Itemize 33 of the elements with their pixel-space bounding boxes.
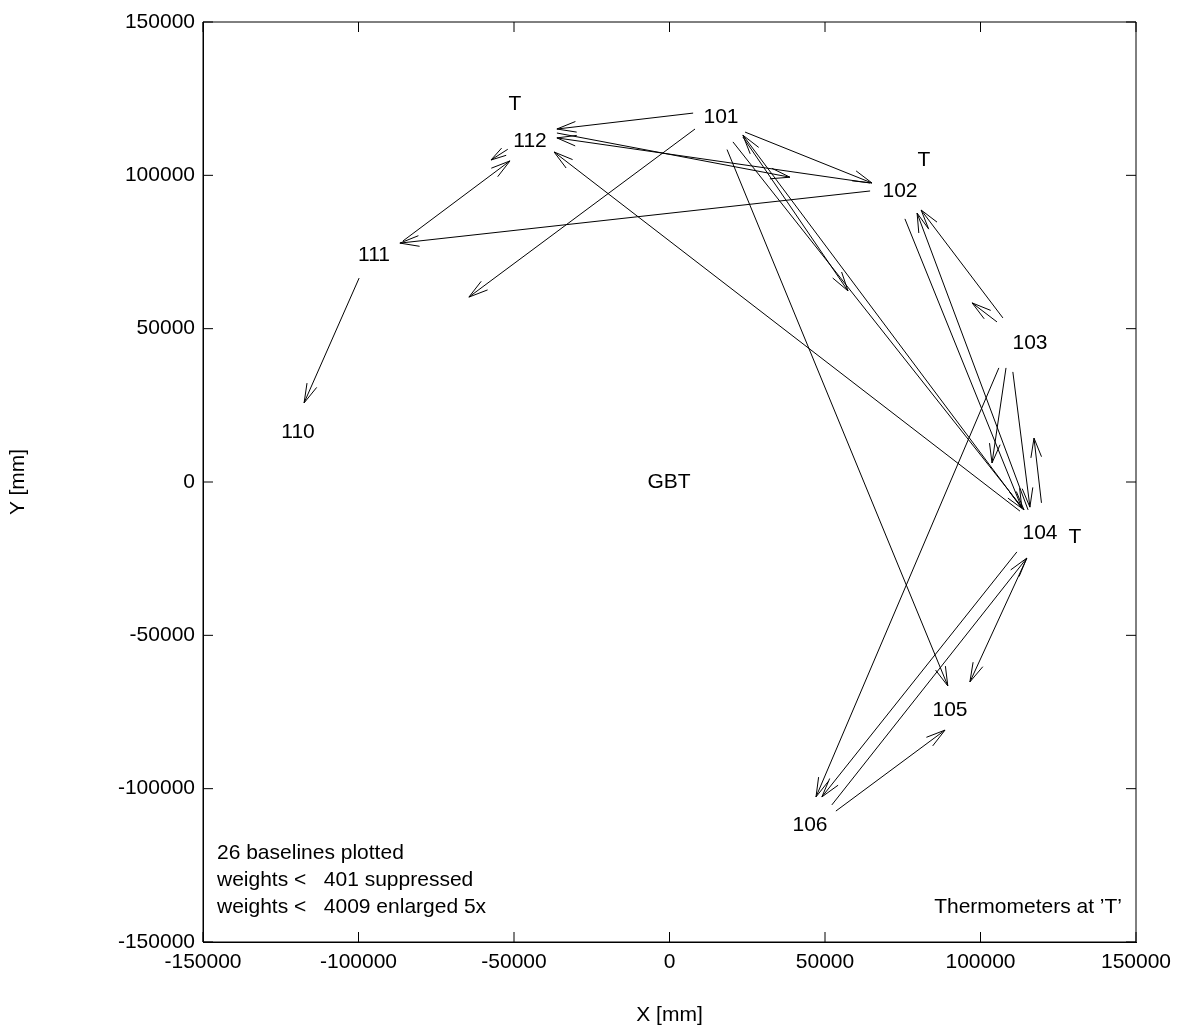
annotation: 112 [513, 127, 547, 151]
annotation: 111 [358, 241, 390, 265]
y-tick-label: -150000 [117, 928, 195, 952]
y-tick-label: -50000 [129, 622, 195, 646]
annotation: 105 [932, 696, 968, 720]
annotation: 106 [792, 811, 828, 835]
annotation: weights < 4009 enlarged 5x [216, 893, 487, 917]
x-tick-label: -100000 [319, 949, 398, 973]
y-tick-label: 100000 [124, 162, 195, 186]
x-tick-label: 0 [663, 949, 676, 973]
annotation: 104 [1022, 519, 1058, 543]
y-tick-label: 0 [183, 468, 195, 492]
annotation: T [1068, 523, 1082, 547]
annotation: weights < 401 suppressed [216, 866, 474, 890]
y-axis-title: Y [mm] [5, 448, 29, 516]
annotation: 101 [703, 103, 739, 127]
x-tick-label: -150000 [164, 949, 242, 973]
annotation: T [917, 146, 931, 170]
x-tick-label: 50000 [795, 949, 855, 973]
x-tick-label: 150000 [1100, 949, 1172, 973]
annotation: 102 [882, 177, 918, 201]
annotation: Thermometers at ’T’ [934, 893, 1122, 917]
y-tick-label: 50000 [136, 315, 195, 339]
y-tick-label: 150000 [124, 8, 195, 32]
x-tick-label: 100000 [945, 949, 1016, 973]
y-tick-label: -100000 [117, 775, 195, 799]
annotation: GBT [647, 468, 691, 492]
annotation: 110 [281, 418, 315, 442]
annotation: 26 baselines plotted [217, 839, 404, 863]
x-axis-title: X [mm] [636, 1002, 703, 1026]
annotation: T [508, 90, 522, 114]
x-tick-label: -50000 [481, 949, 547, 973]
annotation: 103 [1012, 329, 1048, 353]
